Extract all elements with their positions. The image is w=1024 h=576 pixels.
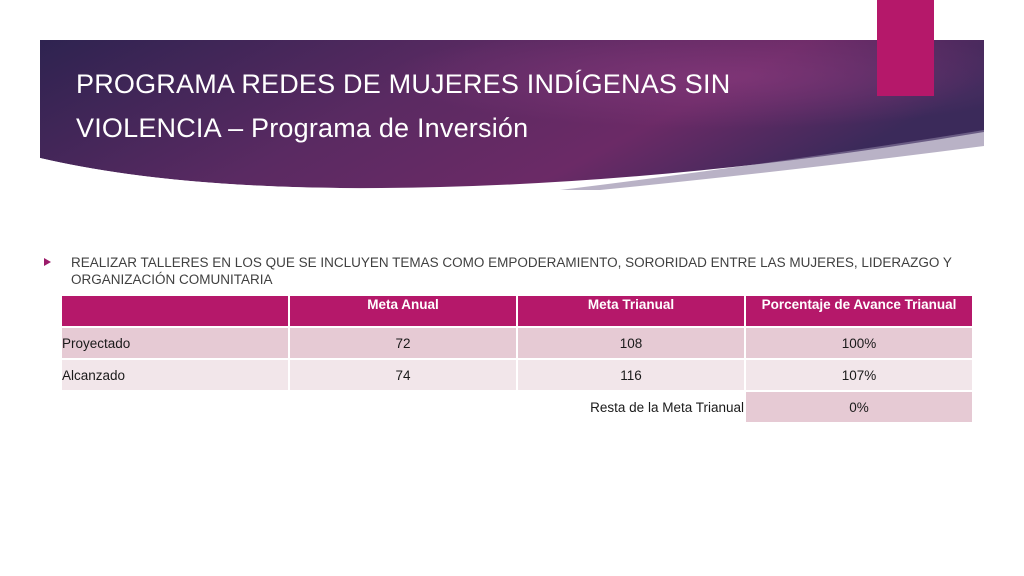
header-cell-empty [60, 294, 290, 328]
empty-cell [288, 390, 518, 424]
header-meta-anual: Meta Anual [288, 294, 518, 328]
triangle-bullet-icon [44, 258, 51, 266]
table-row: Alcanzado 74 116 107% [60, 358, 974, 392]
accent-tab [877, 0, 934, 96]
table-row-resta: Resta de la Meta Trianual 0% [60, 390, 974, 424]
resta-value: 0% [744, 390, 974, 424]
title-line2-part2: Programa de Inversión [250, 113, 529, 143]
cell-value: 74 [288, 358, 518, 392]
cell-value: 107% [744, 358, 974, 392]
empty-cell [60, 390, 290, 424]
cell-value: 116 [516, 358, 746, 392]
header-meta-trianual: Meta Trianual [516, 294, 746, 328]
cell-value: 72 [288, 326, 518, 360]
bullet-item: REALIZAR TALLERES EN LOS QUE SE INCLUYEN… [44, 254, 994, 288]
resta-label: Resta de la Meta Trianual [516, 390, 746, 424]
title-line2-part1: VIOLENCIA [76, 113, 221, 143]
slide-title: PROGRAMA REDES DE MUJERES INDÍGENAS SIN … [76, 62, 876, 150]
cell-value: 100% [744, 326, 974, 360]
row-label-proyectado: Proyectado [60, 326, 290, 360]
progress-table: Meta Anual Meta Trianual Porcentaje de A… [60, 294, 974, 424]
table-row: Proyectado 72 108 100% [60, 326, 974, 360]
cell-value: 108 [516, 326, 746, 360]
header-porcentaje-avance: Porcentaje de Avance Trianual [744, 294, 974, 328]
bullet-text: REALIZAR TALLERES EN LOS QUE SE INCLUYEN… [71, 255, 952, 287]
title-line1: PROGRAMA REDES DE MUJERES INDÍGENAS SIN [76, 69, 731, 99]
table-header-row: Meta Anual Meta Trianual Porcentaje de A… [60, 294, 974, 328]
row-label-alcanzado: Alcanzado [60, 358, 290, 392]
title-dash: – [228, 113, 244, 143]
title-banner [40, 40, 984, 190]
